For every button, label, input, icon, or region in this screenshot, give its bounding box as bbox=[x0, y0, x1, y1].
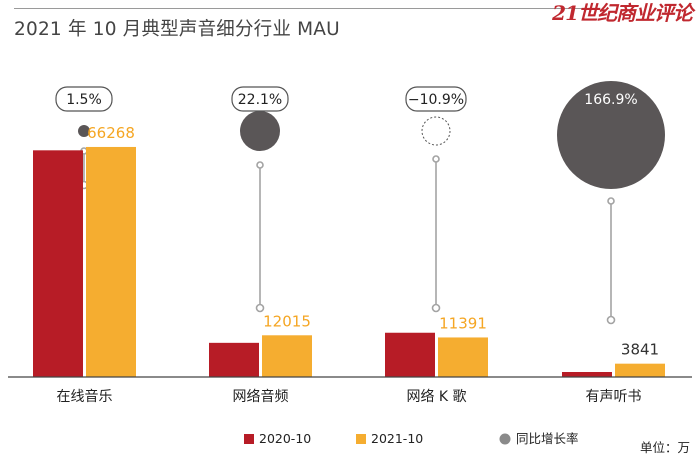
bar-2021-0 bbox=[86, 146, 136, 377]
growth-bubble-1 bbox=[240, 111, 280, 151]
x-tick-label-0: 在线音乐 bbox=[57, 388, 113, 405]
growth-pill-2 bbox=[405, 86, 467, 112]
legend-swatch-2021 bbox=[356, 434, 366, 444]
x-tick-label-2: 网络 K 歌 bbox=[406, 389, 466, 405]
growth-label-1: 22.1% bbox=[238, 92, 282, 108]
value-label-2: 11391 bbox=[439, 314, 487, 332]
legend-label-growth: 同比增长率 bbox=[516, 431, 579, 446]
bar-2020-2 bbox=[385, 332, 435, 377]
growth-pill-0 bbox=[55, 86, 113, 112]
legend-label-2021: 2021-10 bbox=[371, 431, 423, 446]
legend-swatch-2020 bbox=[244, 434, 254, 444]
growth-pill-1 bbox=[231, 86, 289, 112]
page-title: 2021 年 10 月典型声音细分行业 MAU bbox=[14, 19, 340, 40]
growth-bubble-2 bbox=[421, 116, 451, 146]
x-tick-label-1: 网络音频 bbox=[233, 388, 289, 405]
top-rule bbox=[14, 8, 586, 9]
bar-2021-2 bbox=[438, 337, 488, 377]
unit-label: 单位：万 bbox=[639, 440, 690, 455]
legend: 2020-10 2021-10 同比增长率 bbox=[244, 431, 579, 446]
brand-logo: 21世纪商业评论 bbox=[552, 1, 693, 25]
value-label-3: 3841 bbox=[621, 341, 659, 359]
value-label-0: 66268 bbox=[87, 124, 135, 142]
connector-top-2 bbox=[432, 155, 440, 163]
bar-2021-1 bbox=[262, 335, 312, 377]
connector-top-1 bbox=[256, 161, 264, 169]
bar-2021-3 bbox=[615, 363, 665, 377]
growth-bubbles: 1.5% 22.1% −10.9% 166.9% bbox=[55, 81, 665, 325]
legend-label-2020: 2020-10 bbox=[259, 431, 311, 446]
legend-swatch-growth bbox=[499, 433, 511, 445]
growth-label-3: 166.9% bbox=[584, 92, 637, 108]
bar-2020-1 bbox=[209, 342, 259, 377]
x-tick-label-3: 有声听书 bbox=[586, 389, 642, 405]
growth-label-2: −10.9% bbox=[408, 92, 464, 108]
x-axis-labels: 在线音乐 网络音频 网络 K 歌 有声听书 bbox=[57, 388, 642, 405]
growth-bubble-3 bbox=[557, 81, 665, 189]
connector-top-3 bbox=[607, 197, 615, 205]
connector-bottom-3 bbox=[606, 315, 616, 325]
bars: 66268 12015 11391 3841 bbox=[33, 124, 665, 377]
value-label-1: 12015 bbox=[263, 312, 311, 330]
bar-2020-3 bbox=[562, 372, 612, 377]
connector-bottom-1 bbox=[255, 303, 265, 313]
growth-bubble-0 bbox=[78, 125, 90, 137]
connector-bottom-2 bbox=[431, 303, 441, 313]
growth-label-0: 1.5% bbox=[66, 92, 102, 108]
bar-2020-0 bbox=[33, 150, 83, 377]
